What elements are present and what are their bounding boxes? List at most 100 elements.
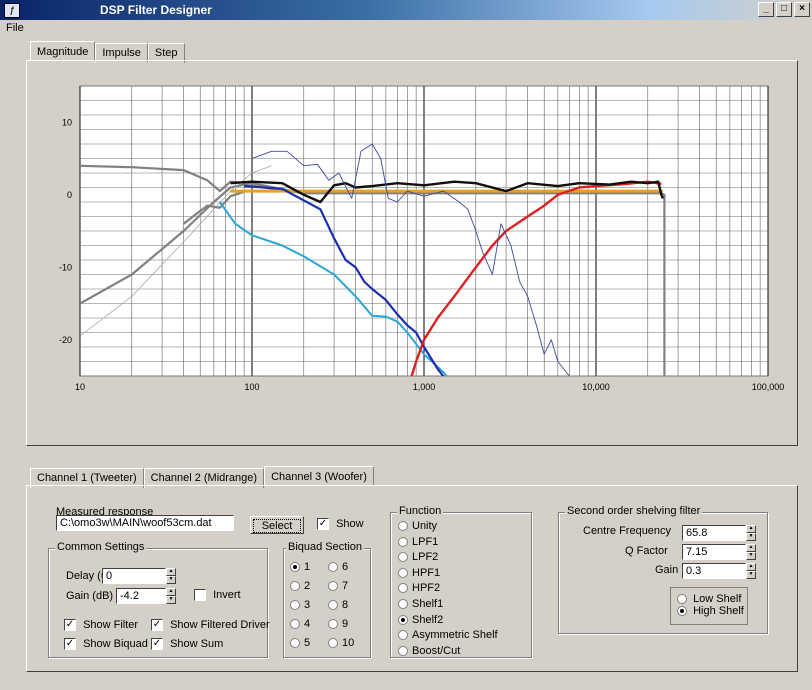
biquad-radio-9[interactable]: 9: [328, 618, 348, 630]
function-radio-hpf2[interactable]: HPF2: [398, 582, 440, 594]
centre-frequency-field[interactable]: 65.8: [682, 525, 746, 541]
channel-panel: [26, 485, 798, 672]
biquad-section-group: Biquad Section: [283, 541, 371, 658]
gain-field[interactable]: -4.2: [116, 588, 166, 604]
function-radio-unity[interactable]: Unity: [398, 520, 437, 532]
app-icon[interactable]: ƒ: [4, 3, 20, 18]
function-radio-lpf2[interactable]: LPF2: [398, 551, 438, 563]
close-button[interactable]: ×: [794, 2, 810, 17]
function-radio-dot[interactable]: [398, 599, 408, 610]
biquad-radio-1[interactable]: 1: [290, 561, 310, 573]
tab-impulse[interactable]: Impulse: [95, 43, 148, 63]
x-tick-label: 10: [75, 382, 85, 392]
biquad-radio-label: 9: [342, 618, 349, 630]
show-filtered-driver-check[interactable]: ✓: [151, 619, 163, 632]
function-radio-dot[interactable]: [398, 567, 408, 578]
select-button[interactable]: Select: [250, 516, 304, 534]
delay-spinner[interactable]: ▲ ▼: [166, 568, 176, 584]
tab-magnitude[interactable]: Magnitude: [30, 41, 96, 61]
function-radio-label: LPF2: [412, 551, 439, 564]
high-shelf-radio[interactable]: High Shelf: [677, 605, 744, 617]
function-label: Function: [397, 505, 444, 517]
y-tick-label: -10: [59, 262, 72, 272]
biquad-radio-dot[interactable]: [328, 619, 338, 630]
biquad-radio-6[interactable]: 6: [328, 561, 348, 573]
invert-check[interactable]: [194, 589, 206, 602]
show-measured-check[interactable]: ✓: [317, 518, 329, 531]
biquad-radio-10[interactable]: 10: [328, 637, 354, 649]
biquad-radio-dot[interactable]: [290, 581, 300, 592]
function-radio-shelf1[interactable]: Shelf1: [398, 598, 443, 610]
low-shelf-radio-dot[interactable]: [677, 594, 687, 605]
show-filter-checkbox[interactable]: ✓ Show Filter: [64, 619, 139, 632]
biquad-radio-dot[interactable]: [328, 581, 338, 592]
plot-tabs: Magnitude Impulse Step: [30, 41, 185, 63]
maximize-button[interactable]: □: [776, 2, 792, 17]
function-radio-dot[interactable]: [398, 583, 408, 594]
biquad-radio-dot[interactable]: [290, 600, 300, 611]
function-radio-boost-cut[interactable]: Boost/Cut: [398, 645, 460, 657]
delay-field[interactable]: 0: [102, 568, 166, 584]
x-tick-label: 100,000: [752, 382, 785, 392]
function-radio-label: Shelf2: [412, 613, 444, 626]
biquad-radio-5[interactable]: 5: [290, 637, 310, 649]
function-radio-dot[interactable]: [398, 536, 408, 547]
chart-series: [80, 143, 666, 376]
centre-frequency-label: Centre Frequency: [583, 525, 672, 537]
biquad-radio-label: 3: [304, 599, 311, 611]
measured-file-field[interactable]: C:\omo3w\MAIN\woof53cm.dat: [56, 515, 234, 531]
q-factor-spinner[interactable]: ▲ ▼: [746, 544, 756, 560]
biquad-radio-dot[interactable]: [328, 600, 338, 611]
show-filter-label: Show Filter: [83, 619, 139, 631]
function-radio-shelf2[interactable]: Shelf2: [398, 614, 443, 626]
common-settings-group: Common Settings: [48, 541, 268, 658]
biquad-radio-7[interactable]: 7: [328, 580, 348, 592]
show-measured-checkbox[interactable]: ✓ Show: [317, 518, 364, 531]
tab-channel-1[interactable]: Channel 1 (Tweeter): [30, 468, 144, 488]
tab-channel-3[interactable]: Channel 3 (Woofer): [264, 466, 374, 486]
show-sum-checkbox[interactable]: ✓ Show Sum: [151, 638, 223, 651]
shelving-gain-spinner[interactable]: ▲ ▼: [746, 563, 756, 579]
show-biquad-check[interactable]: ✓: [64, 638, 76, 651]
function-radio-dot[interactable]: [398, 645, 408, 656]
invert-checkbox[interactable]: Invert: [194, 589, 241, 602]
biquad-radio-dot[interactable]: [290, 619, 300, 630]
biquad-radio-dot[interactable]: [328, 638, 338, 649]
low-shelf-radio[interactable]: Low Shelf: [677, 593, 741, 605]
plot-panel: [26, 60, 798, 446]
invert-label: Invert: [213, 589, 241, 601]
biquad-radio-dot[interactable]: [290, 562, 300, 573]
function-radio-dot[interactable]: [398, 614, 408, 625]
biquad-radio-dot[interactable]: [290, 638, 300, 649]
biquad-radio-4[interactable]: 4: [290, 618, 310, 630]
show-sum-check[interactable]: ✓: [151, 638, 163, 651]
minimize-button[interactable]: _: [758, 2, 774, 17]
centre-frequency-spinner[interactable]: ▲ ▼: [746, 525, 756, 541]
tab-channel-2[interactable]: Channel 2 (Midrange): [143, 468, 265, 488]
low-shelf-label: Low Shelf: [693, 593, 742, 605]
show-biquad-checkbox[interactable]: ✓ Show Biquad: [64, 638, 148, 651]
high-shelf-radio-dot[interactable]: [677, 606, 687, 617]
show-filter-check[interactable]: ✓: [64, 619, 76, 632]
channel-tabs: Channel 1 (Tweeter) Channel 2 (Midrange)…: [30, 466, 374, 488]
q-factor-field[interactable]: 7.15: [682, 544, 746, 560]
function-radio-asymmetric-shelf[interactable]: Asymmetric Shelf: [398, 629, 498, 641]
gain-spinner[interactable]: ▲ ▼: [166, 588, 176, 604]
function-radio-dot[interactable]: [398, 630, 408, 641]
shelving-gain-field[interactable]: 0.3: [682, 563, 746, 579]
biquad-radio-2[interactable]: 2: [290, 580, 310, 592]
biquad-radio-label: 2: [304, 580, 311, 592]
function-radio-dot[interactable]: [398, 521, 408, 532]
function-radio-lpf1[interactable]: LPF1: [398, 536, 438, 548]
biquad-radio-label: 8: [342, 599, 349, 611]
biquad-radio-3[interactable]: 3: [290, 599, 310, 611]
biquad-radio-dot[interactable]: [328, 562, 338, 573]
show-filtered-driver-checkbox[interactable]: ✓ Show Filtered Driver: [151, 619, 270, 632]
menu-file[interactable]: File: [6, 22, 24, 34]
function-radio-dot[interactable]: [398, 552, 408, 563]
y-tick-label: 0: [67, 190, 72, 200]
biquad-radio-8[interactable]: 8: [328, 599, 348, 611]
y-tick-labels: 10 0 -10 -20: [59, 117, 72, 345]
tab-step[interactable]: Step: [147, 43, 185, 63]
function-radio-hpf1[interactable]: HPF1: [398, 567, 440, 579]
